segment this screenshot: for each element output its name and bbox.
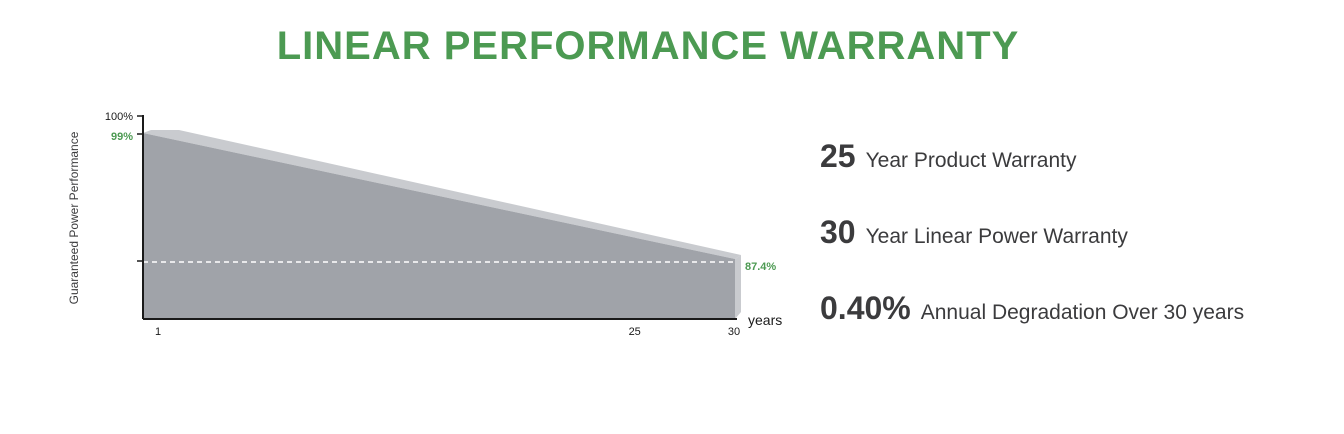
feature-power-warranty: 30 Year Linear Power Warranty xyxy=(820,214,1340,290)
data-label-end: 87.4% xyxy=(745,261,776,273)
feature-number: 25 xyxy=(820,138,856,174)
warranty-chart: 100% 99% 87.4% 1 25 30 years Guaranteed Power P… xyxy=(67,111,782,338)
feature-text: Year Linear Power Warranty xyxy=(865,225,1128,248)
area-bevel xyxy=(143,130,741,259)
feature-text: Year Product Warranty xyxy=(865,149,1077,172)
feature-number: 30 xyxy=(820,214,856,250)
y-tick-label: 100% xyxy=(105,111,133,123)
feature-product-warranty: 25 Year Product Warranty xyxy=(820,138,1340,214)
x-tick-label: 25 xyxy=(629,326,641,338)
x-tick-label: 30 xyxy=(728,326,740,338)
x-tick-label: 1 xyxy=(155,326,161,338)
area-side xyxy=(735,255,741,319)
feature-degradation: 0.40% Annual Degradation Over 30 years xyxy=(820,290,1340,366)
feature-number: 0.40% xyxy=(820,290,911,326)
series-area xyxy=(143,133,735,319)
x-axis-label: years xyxy=(748,312,782,328)
page-title: LINEAR PERFORMANCE WARRANTY xyxy=(276,24,1020,68)
feature-text: Annual Degradation Over 30 years xyxy=(920,301,1245,324)
y-axis-label: Guaranteed Power Performance xyxy=(67,131,81,304)
data-label-start: 99% xyxy=(111,131,133,143)
warranty-features: 25 Year Product Warranty 30 Year Linear … xyxy=(820,138,1340,366)
